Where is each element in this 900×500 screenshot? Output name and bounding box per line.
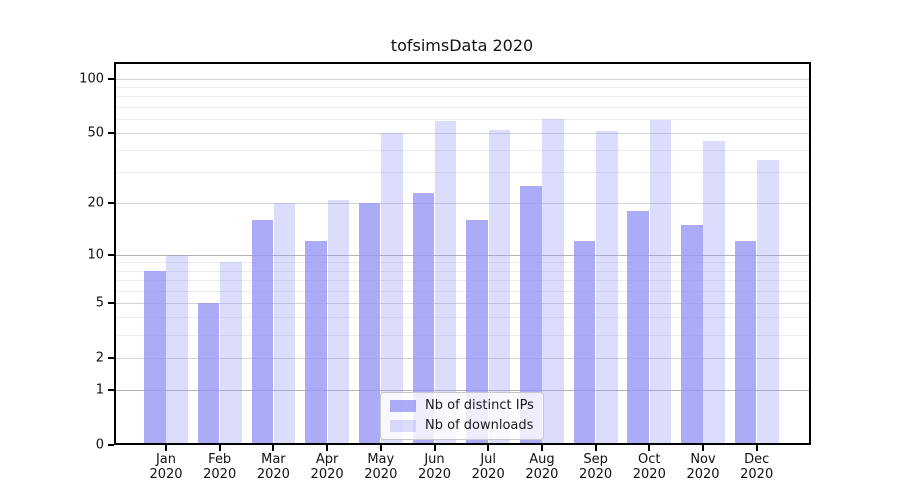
x-category-label: Nov 2020: [686, 452, 720, 482]
legend-label-distinct-ips: Nb of distinct IPs: [425, 398, 534, 413]
y-tick-label: 0: [95, 437, 104, 453]
bar-downloads: [649, 119, 672, 445]
y-tick-mark: [108, 202, 114, 205]
y-gridline: [116, 270, 809, 272]
y-gridline: [116, 302, 809, 304]
plot-spine-top: [114, 62, 811, 64]
bar-distinct-ips: [305, 241, 327, 445]
y-tick-label: 100: [79, 71, 104, 86]
x-category-label: Feb 2020: [203, 452, 237, 482]
x-tick-mark: [648, 445, 651, 451]
y-gridline: [116, 279, 809, 281]
y-gridline: [116, 118, 809, 120]
bar-downloads: [381, 132, 403, 445]
plot-spine-left: [114, 62, 116, 445]
x-category-label: Jun 2020: [417, 452, 452, 482]
bar-downloads: [488, 129, 511, 445]
x-tick-mark: [702, 445, 704, 451]
y-tick-label: 5: [95, 295, 104, 311]
bar-downloads: [434, 121, 457, 445]
y-gridline: [116, 390, 809, 391]
y-gridline: [116, 357, 809, 359]
bar-distinct-ips: [144, 270, 166, 445]
x-tick-mark: [594, 445, 597, 451]
y-gridline: [116, 262, 809, 264]
x-tick-mark: [379, 445, 382, 451]
bar-distinct-ips: [412, 192, 435, 445]
x-tick-mark: [272, 445, 275, 451]
y-gridline: [116, 203, 809, 205]
bar-downloads: [166, 254, 188, 445]
bar-distinct-ips: [251, 220, 273, 445]
chart-title: tofsimsData 2020: [390, 36, 534, 55]
bar-downloads: [757, 160, 779, 445]
x-category-label: Jan 2020: [149, 452, 183, 482]
plot-spine-bottom: [114, 443, 811, 445]
bar-distinct-ips: [197, 302, 220, 445]
y-gridline: [116, 334, 809, 336]
legend-swatch-distinct-ips: [390, 399, 416, 412]
bar-distinct-ips: [681, 224, 703, 445]
y-gridline: [116, 96, 809, 97]
y-tick-label: 20: [87, 195, 104, 211]
legend-swatch-downloads: [390, 419, 416, 432]
bar-downloads: [327, 199, 349, 445]
y-gridline: [116, 150, 809, 152]
y-tick-mark: [108, 301, 114, 304]
bar-distinct-ips: [520, 186, 542, 445]
x-category-label: Sep 2020: [579, 452, 613, 482]
y-gridline: [116, 106, 809, 108]
legend-entry-downloads: Nb of downloads: [390, 418, 534, 433]
x-tick-mark: [218, 445, 221, 451]
legend-label-downloads: Nb of downloads: [425, 418, 534, 433]
bar-downloads: [542, 118, 564, 445]
y-gridline: [116, 317, 809, 319]
bar-downloads: [273, 203, 296, 445]
y-gridline: [116, 78, 809, 80]
y-tick-mark: [108, 356, 114, 359]
y-gridline: [116, 290, 809, 292]
x-category-label: Oct 2020: [632, 452, 666, 482]
x-category-label: Apr 2020: [310, 452, 344, 482]
y-tick-mark: [108, 131, 114, 134]
bar-distinct-ips: [627, 211, 649, 445]
y-gridline: [116, 254, 809, 256]
y-tick-label: 2: [95, 350, 104, 366]
x-category-label: May 2020: [364, 452, 398, 482]
plot-area: [114, 62, 811, 445]
x-tick-mark: [540, 445, 543, 451]
bar-downloads: [596, 131, 618, 445]
x-category-label: Dec 2020: [740, 452, 774, 482]
y-gridline: [116, 86, 809, 88]
x-tick-mark: [326, 445, 329, 451]
y-tick-mark: [108, 389, 114, 391]
legend-entry-distinct-ips: Nb of distinct IPs: [390, 398, 534, 413]
bar-distinct-ips: [358, 203, 381, 445]
x-tick-mark: [433, 445, 436, 451]
y-tick-mark: [108, 444, 114, 446]
y-tick-label: 10: [87, 247, 104, 263]
bar-downloads: [703, 141, 725, 445]
x-tick-mark: [165, 445, 167, 451]
x-tick-mark: [487, 445, 490, 451]
legend: Nb of distinct IPs Nb of downloads: [380, 392, 544, 440]
bar-distinct-ips: [734, 241, 757, 445]
x-category-label: Mar 2020: [256, 452, 290, 482]
y-gridline: [116, 172, 809, 174]
y-tick-label: 50: [87, 125, 104, 141]
x-category-label: Aug 2020: [525, 452, 559, 482]
y-tick-mark: [108, 253, 114, 256]
x-category-label: Jul 2020: [471, 452, 505, 482]
plot-spine-right: [809, 62, 811, 445]
y-tick-mark: [108, 77, 114, 80]
x-tick-mark: [755, 445, 758, 451]
bar-distinct-ips: [573, 241, 596, 445]
y-tick-label: 1: [95, 382, 104, 398]
bar-distinct-ips: [466, 220, 488, 445]
bar-downloads: [220, 262, 242, 445]
y-gridline: [116, 132, 809, 134]
